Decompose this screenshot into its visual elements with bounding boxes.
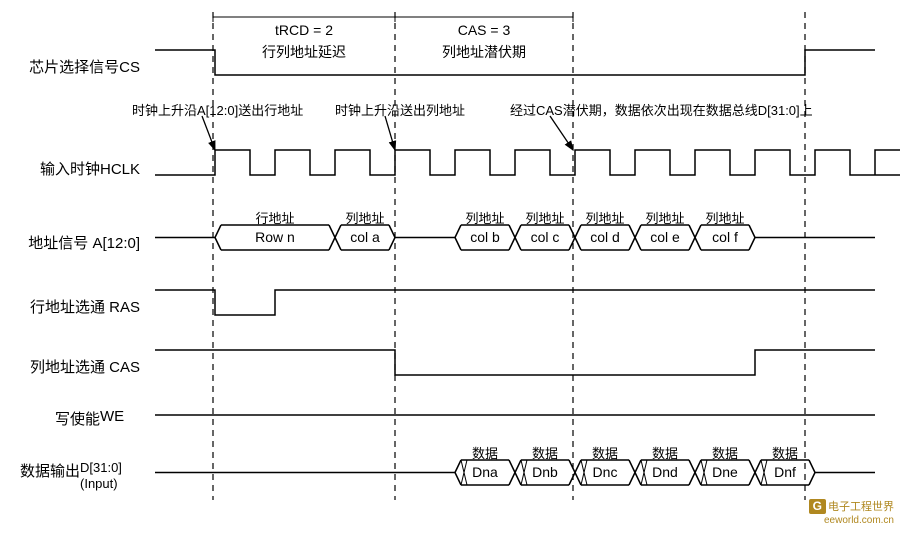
addr-cell: col c bbox=[515, 229, 575, 245]
data-cell: Dnb bbox=[515, 464, 575, 480]
data-top-label: 数据 bbox=[635, 443, 695, 462]
label-cs: 芯片选择信号CS bbox=[0, 56, 140, 77]
addr-top-label: 列地址 bbox=[695, 208, 755, 227]
addr-cell: col e bbox=[635, 229, 695, 245]
clk-annot-3: 经过CAS潜伏期，数据依次出现在数据总线D[31:0]上 bbox=[510, 100, 813, 119]
data-top-label: 数据 bbox=[575, 443, 635, 462]
addr-top-label: 列地址 bbox=[635, 208, 695, 227]
annot-trcd-sub: 行列地址延迟 bbox=[213, 42, 395, 62]
data-top-label: 数据 bbox=[755, 443, 815, 462]
addr-cell: Row n bbox=[215, 229, 335, 245]
data-cell: Dne bbox=[695, 464, 755, 480]
label-ras: 行地址选通 RAS bbox=[0, 296, 140, 317]
data-cell: Dnc bbox=[575, 464, 635, 480]
addr-top-label: 行地址 bbox=[215, 208, 335, 227]
watermark: G电子工程世界 eeworld.com.cn bbox=[809, 499, 894, 526]
label-we: 写使能 bbox=[0, 408, 100, 429]
label-we-sub: WE bbox=[100, 408, 140, 425]
addr-top-label: 列地址 bbox=[575, 208, 635, 227]
data-top-label: 数据 bbox=[455, 443, 515, 462]
addr-cell: col d bbox=[575, 229, 635, 245]
annot-cas: CAS = 3 bbox=[395, 22, 573, 38]
data-cell: Dnd bbox=[635, 464, 695, 480]
label-data-sub1: D[31:0] bbox=[80, 460, 140, 475]
addr-top-label: 列地址 bbox=[335, 208, 395, 227]
data-cell: Dnf bbox=[755, 464, 815, 480]
clk-annot-2: 时钟上升沿送出列地址 bbox=[335, 100, 465, 119]
annot-trcd: tRCD = 2 bbox=[213, 22, 395, 38]
annot-cas-sub: 列地址潜伏期 bbox=[395, 42, 573, 62]
addr-top-label: 列地址 bbox=[455, 208, 515, 227]
data-top-label: 数据 bbox=[515, 443, 575, 462]
addr-cell: col b bbox=[455, 229, 515, 245]
addr-top-label: 列地址 bbox=[515, 208, 575, 227]
data-cell: Dna bbox=[455, 464, 515, 480]
clk-annot-1: 时钟上升沿A[12:0]送出行地址 bbox=[132, 100, 303, 119]
label-addr: 地址信号 A[12:0] bbox=[0, 232, 140, 253]
label-data: 数据输出 bbox=[0, 460, 80, 481]
label-data-sub2: (Input) bbox=[80, 476, 140, 491]
addr-cell: col f bbox=[695, 229, 755, 245]
label-hclk: 输入时钟HCLK bbox=[0, 158, 140, 179]
label-cas: 列地址选通 CAS bbox=[0, 356, 140, 377]
addr-cell: col a bbox=[335, 229, 395, 245]
data-top-label: 数据 bbox=[695, 443, 755, 462]
